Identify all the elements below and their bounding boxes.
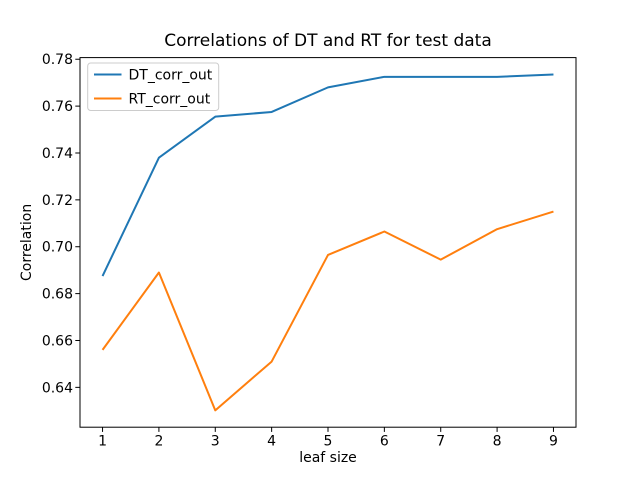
x-axis: 1 2 3 4 5 6 7 8 9 — [98, 427, 558, 450]
series-line-rt_corr_out — [101, 210, 554, 412]
y-tick-label: 0.74 — [42, 146, 73, 162]
y-tick-label: 0.76 — [42, 99, 73, 115]
x-tick-label: 3 — [211, 434, 220, 450]
y-tick-label: 0.78 — [42, 52, 73, 68]
x-tick-label: 1 — [98, 434, 107, 450]
x-tick-label: 4 — [267, 434, 276, 450]
y-tick-label: 0.72 — [42, 193, 73, 209]
x-axis-label: leaf size — [299, 450, 357, 466]
x-tick-label: 2 — [154, 434, 163, 450]
legend-label: RT_corr_out — [129, 92, 211, 108]
y-tick-label: 0.68 — [42, 287, 73, 303]
y-axis-label: Correlation — [19, 204, 35, 281]
x-tick-label: 9 — [549, 434, 558, 450]
x-tick-label: 8 — [493, 434, 502, 450]
y-tick-label: 0.66 — [42, 333, 73, 349]
chart-dynamic: 1 2 3 4 5 6 7 8 9 0.64 0.66 0.68 0.70 0.72 0.74 0.76 0.7… — [42, 52, 577, 450]
x-tick-label: 5 — [324, 434, 333, 450]
y-tick-label: 0.70 — [42, 240, 73, 256]
legend-label: DT_corr_out — [129, 68, 213, 84]
plot-area — [80, 57, 576, 428]
y-axis: 0.64 0.66 0.68 0.70 0.72 0.74 0.76 0.78 — [42, 52, 80, 396]
chart-title: Correlations of DT and RT for test data — [164, 31, 492, 51]
y-tick-label: 0.64 — [42, 380, 73, 396]
x-tick-label: 6 — [380, 434, 389, 450]
series-line-dt_corr_out — [101, 73, 554, 277]
x-tick-label: 7 — [436, 434, 445, 450]
legend: DT_corr_out RT_corr_out — [87, 62, 220, 111]
